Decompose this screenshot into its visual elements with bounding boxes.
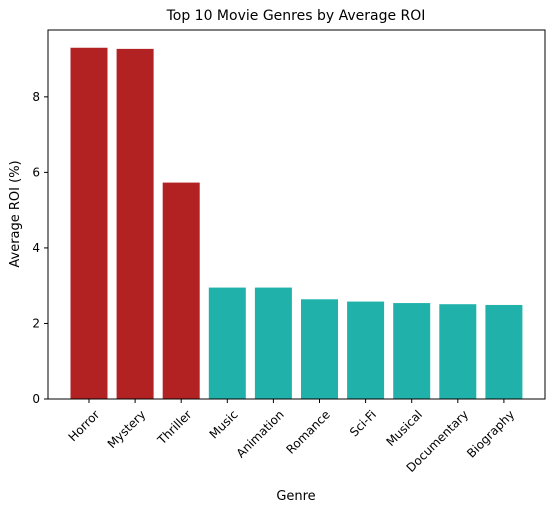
- y-tick-label: 8: [32, 90, 40, 104]
- y-tick-label: 4: [32, 241, 40, 255]
- x-tick-label: Mystery: [105, 407, 149, 451]
- bar-animation: [254, 287, 292, 399]
- bar-music: [208, 287, 246, 399]
- y-tick-label: 6: [32, 165, 40, 179]
- bars-group: [70, 47, 523, 399]
- bar-biography: [485, 304, 523, 399]
- y-axis-label: Average ROI (%): [8, 160, 23, 267]
- bar-musical: [393, 303, 431, 399]
- x-axis: Horror Mystery Thriller MusicAnimationRoman…: [66, 399, 517, 475]
- bar-romance: [301, 299, 338, 399]
- x-tick-label: Musical: [383, 407, 425, 449]
- x-tick-label: Biography: [464, 407, 517, 460]
- y-tick-label: 0: [32, 392, 40, 406]
- chart-title: Top 10 Movie Genres by Average ROI: [166, 8, 426, 24]
- bar-sci-fi: [347, 301, 385, 399]
- bar-horror: [70, 47, 108, 399]
- x-axis-label: Genre: [276, 489, 315, 504]
- x-tick-label: Animation: [234, 407, 287, 460]
- x-tick-label: Sci-Fi: [347, 407, 379, 439]
- y-axis: 0 2 4 6 8: [32, 90, 48, 406]
- x-tick-label: Thriller: [154, 407, 194, 447]
- x-tick-label: Music: [207, 407, 241, 441]
- plot-frame: [47, 29, 546, 400]
- y-tick-label: 2: [32, 316, 40, 330]
- bar-thriller: [162, 182, 200, 399]
- bar-mystery: [116, 48, 154, 399]
- bar-documentary: [439, 304, 477, 399]
- x-tick-label: Horror: [66, 407, 103, 444]
- x-tick-label: Romance: [283, 407, 332, 456]
